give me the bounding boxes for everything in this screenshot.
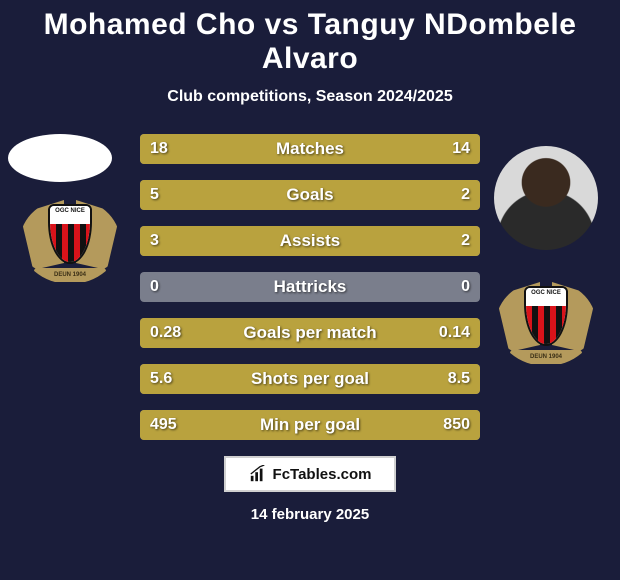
stat-row: 0.280.14Goals per match [140, 318, 480, 348]
stat-row: 52Goals [140, 180, 480, 210]
badge-ribbon: DEUN 1904 [510, 350, 582, 364]
club-badge-graphic: OGC NICE DEUN 1904 [496, 280, 596, 366]
right-club-badge: OGC NICE DEUN 1904 [496, 280, 596, 366]
chart-icon [249, 465, 267, 483]
stat-row: 5.68.5Shots per goal [140, 364, 480, 394]
left-player-avatar [8, 134, 112, 182]
badge-shield-stripes [50, 224, 90, 262]
stat-label: Shots per goal [140, 364, 480, 394]
stat-label: Assists [140, 226, 480, 256]
footer-date: 14 february 2025 [0, 506, 620, 523]
stat-label: Goals per match [140, 318, 480, 348]
stat-row: 00Hattricks [140, 272, 480, 302]
stat-label: Goals [140, 180, 480, 210]
page-subtitle: Club competitions, Season 2024/2025 [0, 88, 620, 106]
footer-logo: FcTables.com [224, 456, 396, 492]
badge-shield-text: OGC NICE [526, 288, 566, 306]
club-badge-graphic: OGC NICE DEUN 1904 [20, 198, 120, 284]
badge-shield: OGC NICE [524, 286, 568, 346]
stat-label: Hattricks [140, 272, 480, 302]
page-title: Mohamed Cho vs Tanguy NDombele Alvaro [0, 0, 620, 76]
stat-label: Min per goal [140, 410, 480, 440]
left-club-badge: OGC NICE DEUN 1904 [20, 198, 120, 284]
badge-ribbon: DEUN 1904 [34, 268, 106, 282]
badge-shield: OGC NICE [48, 204, 92, 264]
footer-logo-text: FcTables.com [273, 466, 372, 483]
stat-row: 1814Matches [140, 134, 480, 164]
right-player-avatar [494, 146, 598, 250]
content-area: OGC NICE DEUN 1904 OGC NICE DEUN 1904 18… [0, 134, 620, 440]
badge-shield-stripes [526, 306, 566, 344]
stat-row: 32Assists [140, 226, 480, 256]
badge-shield-text: OGC NICE [50, 206, 90, 224]
stat-row: 495850Min per goal [140, 410, 480, 440]
stats-bars: 1814Matches 52Goals 32Assists 00Hattricks 0.… [140, 134, 480, 440]
stat-label: Matches [140, 134, 480, 164]
